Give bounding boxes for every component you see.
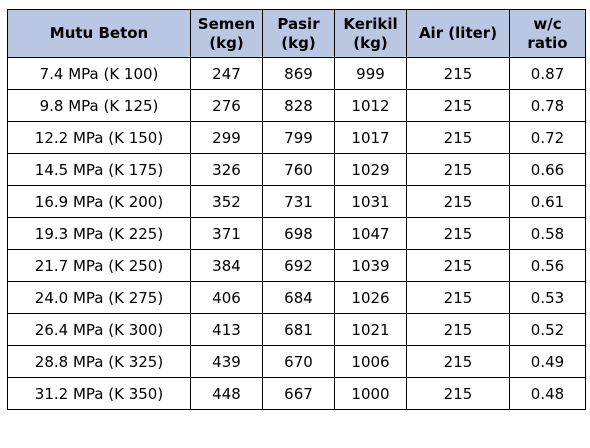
header-pasir-line1: Pasir xyxy=(277,14,320,33)
cell-mutu-beton: 7.4 MPa (K 100) xyxy=(7,57,191,90)
cell-pasir: 684 xyxy=(262,281,335,314)
cell-air: 215 xyxy=(406,121,510,154)
cell-semen: 439 xyxy=(190,345,263,378)
cell-pasir: 667 xyxy=(262,377,335,410)
cell-mutu-beton: 26.4 MPa (K 300) xyxy=(7,313,191,346)
cell-semen: 247 xyxy=(190,57,263,90)
cell-mutu-beton: 12.2 MPa (K 150) xyxy=(7,121,191,154)
cell-pasir: 692 xyxy=(262,249,335,282)
table-body: 7.4 MPa (K 100) 247 869 999 215 0.87 9.8 MPa (… xyxy=(7,57,586,410)
cell-semen: 448 xyxy=(190,377,263,410)
cell-kerikil: 1029 xyxy=(334,153,407,186)
cell-pasir: 670 xyxy=(262,345,335,378)
cell-pasir: 731 xyxy=(262,185,335,218)
cell-pasir: 869 xyxy=(262,57,335,90)
mix-design-table-container: Mutu Beton Semen (kg) Pasir (kg) Kerikil… xyxy=(7,9,586,410)
table-row: 26.4 MPa (K 300) 413 681 1021 215 0.52 xyxy=(7,313,586,346)
cell-mutu-beton: 24.0 MPa (K 275) xyxy=(7,281,191,314)
cell-mutu-beton: 14.5 MPa (K 175) xyxy=(7,153,191,186)
table-row: 21.7 MPa (K 250) 384 692 1039 215 0.56 xyxy=(7,249,586,282)
header-mutu-beton-text: Mutu Beton xyxy=(49,24,149,42)
mix-design-table: Mutu Beton Semen (kg) Pasir (kg) Kerikil… xyxy=(7,9,586,410)
cell-kerikil: 1006 xyxy=(334,345,407,378)
table-row: 24.0 MPa (K 275) 406 684 1026 215 0.53 xyxy=(7,281,586,314)
header-kerikil-line2: (kg) xyxy=(353,33,388,52)
header-semen-line1: Semen xyxy=(197,14,256,33)
cell-kerikil: 1039 xyxy=(334,249,407,282)
cell-kerikil: 1017 xyxy=(334,121,407,154)
header-wc-line2: ratio xyxy=(527,33,568,52)
cell-kerikil: 1031 xyxy=(334,185,407,218)
cell-pasir: 760 xyxy=(262,153,335,186)
cell-pasir: 828 xyxy=(262,89,335,122)
table-row: 7.4 MPa (K 100) 247 869 999 215 0.87 xyxy=(7,57,586,90)
header-air-text: Air (liter) xyxy=(418,24,498,42)
header-kerikil-line1: Kerikil xyxy=(343,14,398,33)
cell-semen: 413 xyxy=(190,313,263,346)
header-pasir: Pasir (kg) xyxy=(262,9,335,58)
cell-pasir: 698 xyxy=(262,217,335,250)
header-mutu-beton: Mutu Beton xyxy=(7,9,191,58)
cell-wc-ratio: 0.48 xyxy=(509,377,586,410)
cell-mutu-beton: 16.9 MPa (K 200) xyxy=(7,185,191,218)
cell-pasir: 799 xyxy=(262,121,335,154)
cell-wc-ratio: 0.78 xyxy=(509,89,586,122)
table-row: 9.8 MPa (K 125) 276 828 1012 215 0.78 xyxy=(7,89,586,122)
cell-semen: 299 xyxy=(190,121,263,154)
cell-pasir: 681 xyxy=(262,313,335,346)
cell-wc-ratio: 0.72 xyxy=(509,121,586,154)
cell-wc-ratio: 0.49 xyxy=(509,345,586,378)
table-row: 14.5 MPa (K 175) 326 760 1029 215 0.66 xyxy=(7,153,586,186)
cell-air: 215 xyxy=(406,185,510,218)
cell-mutu-beton: 19.3 MPa (K 225) xyxy=(7,217,191,250)
cell-wc-ratio: 0.66 xyxy=(509,153,586,186)
cell-wc-ratio: 0.61 xyxy=(509,185,586,218)
cell-semen: 352 xyxy=(190,185,263,218)
cell-semen: 276 xyxy=(190,89,263,122)
header-semen-line2: (kg) xyxy=(209,33,244,52)
cell-wc-ratio: 0.52 xyxy=(509,313,586,346)
cell-mutu-beton: 21.7 MPa (K 250) xyxy=(7,249,191,282)
cell-semen: 384 xyxy=(190,249,263,282)
cell-mutu-beton: 31.2 MPa (K 350) xyxy=(7,377,191,410)
cell-air: 215 xyxy=(406,281,510,314)
cell-air: 215 xyxy=(406,313,510,346)
header-wc-ratio: w/c ratio xyxy=(509,9,586,58)
cell-kerikil: 1026 xyxy=(334,281,407,314)
cell-wc-ratio: 0.56 xyxy=(509,249,586,282)
cell-kerikil: 1021 xyxy=(334,313,407,346)
cell-mutu-beton: 9.8 MPa (K 125) xyxy=(7,89,191,122)
cell-air: 215 xyxy=(406,377,510,410)
cell-kerikil: 1000 xyxy=(334,377,407,410)
cell-semen: 406 xyxy=(190,281,263,314)
cell-kerikil: 1047 xyxy=(334,217,407,250)
cell-air: 215 xyxy=(406,249,510,282)
cell-air: 215 xyxy=(406,89,510,122)
cell-air: 215 xyxy=(406,57,510,90)
table-row: 19.3 MPa (K 225) 371 698 1047 215 0.58 xyxy=(7,217,586,250)
header-semen: Semen (kg) xyxy=(190,9,263,58)
header-wc-line1: w/c xyxy=(533,14,562,33)
table-row: 16.9 MPa (K 200) 352 731 1031 215 0.61 xyxy=(7,185,586,218)
cell-kerikil: 1012 xyxy=(334,89,407,122)
cell-wc-ratio: 0.87 xyxy=(509,57,586,90)
table-row: 12.2 MPa (K 150) 299 799 1017 215 0.72 xyxy=(7,121,586,154)
cell-air: 215 xyxy=(406,345,510,378)
table-row: 31.2 MPa (K 350) 448 667 1000 215 0.48 xyxy=(7,377,586,410)
cell-wc-ratio: 0.53 xyxy=(509,281,586,314)
cell-semen: 371 xyxy=(190,217,263,250)
cell-air: 215 xyxy=(406,217,510,250)
table-row: 28.8 MPa (K 325) 439 670 1006 215 0.49 xyxy=(7,345,586,378)
cell-wc-ratio: 0.58 xyxy=(509,217,586,250)
cell-mutu-beton: 28.8 MPa (K 325) xyxy=(7,345,191,378)
cell-kerikil: 999 xyxy=(334,57,407,90)
header-row: Mutu Beton Semen (kg) Pasir (kg) Kerikil… xyxy=(7,9,586,58)
cell-air: 215 xyxy=(406,153,510,186)
header-air: Air (liter) xyxy=(406,9,510,58)
cell-semen: 326 xyxy=(190,153,263,186)
header-pasir-line2: (kg) xyxy=(281,33,316,52)
header-kerikil: Kerikil (kg) xyxy=(334,9,407,58)
